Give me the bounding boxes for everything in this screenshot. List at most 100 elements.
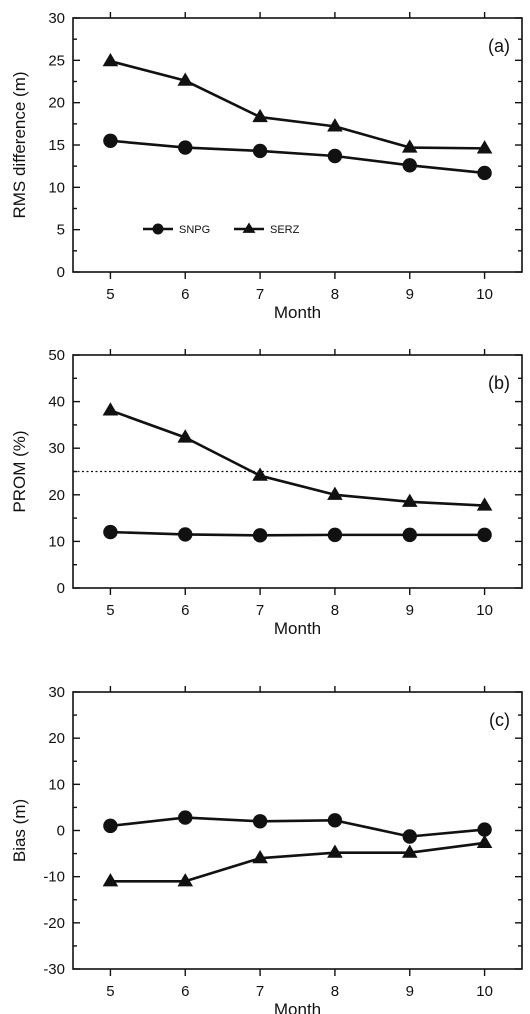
y-tick-label: 10: [48, 179, 65, 196]
data-point-serz: [401, 139, 418, 153]
y-tick-label: 50: [48, 347, 65, 364]
y-axis-label: PROM (%): [10, 430, 29, 512]
data-point-snpg: [252, 528, 268, 543]
y-tick-label: 20: [48, 730, 65, 747]
data-point-snpg: [252, 143, 268, 159]
x-tick-label: 9: [406, 286, 414, 303]
data-point-snpg: [103, 524, 118, 540]
x-tick-label: 7: [256, 286, 264, 303]
x-tick-label: 9: [406, 602, 414, 619]
data-point-serz: [327, 118, 343, 132]
data-point-snpg: [178, 140, 193, 155]
data-point-serz: [476, 834, 493, 849]
legend-triangle-marker: [242, 222, 256, 233]
y-tick-label: 30: [48, 10, 65, 27]
y-tick-label: 0: [57, 823, 65, 840]
y-tick-label: 10: [48, 776, 65, 793]
y-axis-label: Bias (m): [10, 799, 29, 862]
x-tick-label: 10: [476, 983, 493, 1000]
x-tick-label: 5: [106, 286, 114, 303]
data-point-serz: [476, 140, 493, 154]
series-line-snpg: [110, 530, 485, 537]
data-point-serz: [252, 108, 268, 123]
x-tick-label: 10: [476, 286, 493, 303]
y-axis-label: RMS difference (m): [10, 71, 29, 218]
x-tick-label: 6: [181, 983, 189, 1000]
x-axis-label: Month: [274, 303, 321, 322]
series-line-serz: [110, 841, 485, 883]
y-tick-label: 25: [48, 52, 65, 69]
data-point-serz: [102, 873, 119, 887]
data-point-snpg: [402, 829, 417, 844]
data-point-snpg: [477, 527, 492, 543]
x-tick-label: 6: [181, 286, 189, 303]
y-tick-label: 5: [57, 222, 65, 239]
data-point-serz: [327, 844, 343, 858]
plot-frame: [72, 691, 523, 970]
y-tick-label: 0: [57, 580, 65, 597]
series-snpg: [103, 810, 492, 844]
legend-label: SNPG: [179, 224, 210, 236]
x-tick-label: 7: [256, 602, 264, 619]
chart-panel-2: 0 10 20 30 40 50 5 6 7 8 9 10 Month PROM (%) (b): [10, 347, 523, 638]
x-tick-label: 7: [256, 983, 264, 1000]
y-tick-label: 20: [48, 95, 65, 112]
series-line-serz: [110, 59, 485, 150]
series-line-snpg: [110, 139, 485, 175]
data-point-snpg: [477, 822, 492, 837]
data-point-snpg: [327, 813, 343, 828]
data-point-serz: [177, 72, 194, 86]
series-serz: [102, 402, 493, 511]
series-line-serz: [109, 409, 485, 507]
data-point-snpg: [327, 148, 343, 164]
data-point-serz: [177, 873, 194, 887]
y-tick-label: -20: [43, 915, 65, 932]
data-point-snpg: [178, 810, 193, 825]
data-point-serz: [252, 467, 268, 481]
data-point-snpg: [252, 814, 268, 829]
data-point-snpg: [402, 527, 417, 543]
y-tick-label: 10: [48, 533, 65, 550]
x-tick-label: 8: [331, 286, 339, 303]
y-tick-label: 0: [57, 264, 65, 281]
x-tick-label: 6: [181, 602, 189, 619]
data-point-serz: [401, 493, 418, 507]
data-point-serz: [102, 52, 119, 67]
y-tick-label: 30: [48, 440, 65, 457]
plot-frame: [72, 354, 523, 589]
data-point-serz: [252, 850, 268, 864]
legend-label: SERZ: [270, 224, 300, 236]
chart-panel-1: 0 5 10 15 20 25 30 5 6 7 8 9 10 Month RMS difference (…: [10, 10, 523, 322]
data-point-serz: [401, 844, 418, 858]
y-tick-label: -30: [43, 961, 65, 978]
data-point-snpg: [103, 818, 118, 834]
y-tick-label: 30: [48, 684, 65, 701]
data-point-snpg: [402, 158, 417, 173]
x-tick-label: 5: [106, 602, 114, 619]
series-serz: [102, 52, 493, 154]
y-tick-label: 40: [48, 394, 65, 411]
x-tick-label: 8: [331, 983, 339, 1000]
series-snpg: [103, 524, 492, 543]
legend-circle-marker: [152, 223, 164, 235]
panel-label: (a): [488, 36, 510, 56]
panel-label: (b): [488, 373, 510, 393]
panel-label: (c): [489, 710, 510, 730]
y-tick-label: -10: [43, 869, 65, 886]
x-tick-label: 9: [406, 983, 414, 1000]
chart-panel-3: -30 -20 -10 0 10 20 30 5 6 7 8 9 10 Month Bias (m) (c): [10, 684, 523, 1014]
data-point-snpg: [477, 165, 492, 181]
x-tick-label: 10: [476, 602, 493, 619]
series-line-snpg: [110, 816, 485, 838]
x-axis-label: Month: [274, 1000, 321, 1014]
y-tick-label: 20: [48, 487, 65, 504]
data-point-snpg: [178, 527, 193, 542]
data-point-serz: [102, 402, 119, 416]
data-point-serz: [327, 486, 343, 500]
series-serz: [102, 834, 493, 887]
y-tick-label: 15: [48, 137, 65, 154]
data-point-snpg: [103, 133, 118, 148]
x-axis-label: Month: [274, 619, 321, 638]
data-point-snpg: [327, 527, 343, 543]
